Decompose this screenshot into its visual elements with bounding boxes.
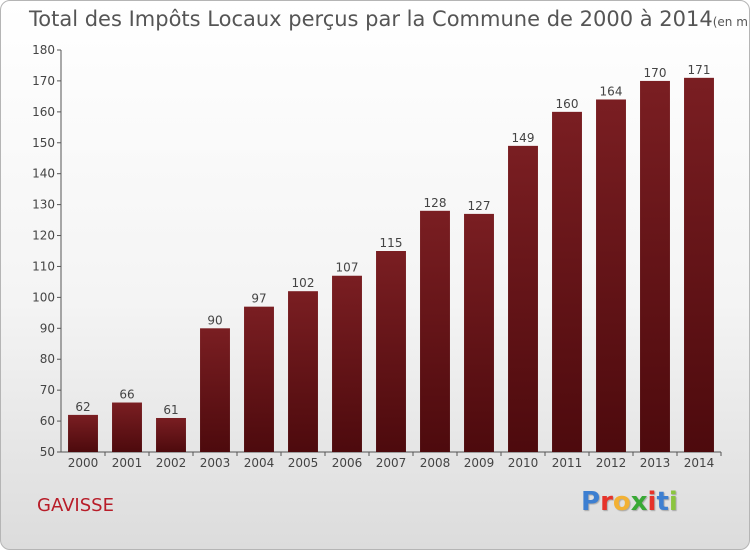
data-label-2013: 170 [644, 66, 667, 80]
x-tick-label: 2007 [376, 456, 407, 470]
data-label-2009: 127 [468, 199, 491, 213]
commune-name: GAVISSE [37, 495, 114, 516]
data-label-2001: 66 [119, 388, 134, 402]
y-tick-label: 70 [40, 383, 55, 397]
data-label-2007: 115 [380, 236, 403, 250]
data-label-2000: 62 [75, 400, 90, 414]
x-tick-label: 2008 [420, 456, 451, 470]
bar-2012 [596, 99, 626, 452]
bar-2004 [244, 306, 274, 452]
bars [68, 77, 714, 452]
y-tick-label: 90 [40, 321, 55, 335]
x-tick-label: 2006 [332, 456, 363, 470]
axes: 50 60 70 80 90 100 110 120 130 140 150 160 170 180 200… [32, 43, 722, 470]
bar-2009 [464, 213, 494, 452]
y-tick-label: 140 [32, 167, 55, 181]
bar-2005 [288, 291, 318, 452]
y-tick-label: 130 [32, 198, 55, 212]
bar-2011 [552, 111, 582, 452]
data-label-2012: 164 [600, 84, 623, 98]
y-tick-label: 60 [40, 414, 55, 428]
y-tick-label: 120 [32, 229, 55, 243]
data-label-2003: 90 [207, 313, 222, 327]
logo-letter: P [581, 487, 601, 517]
bar-2010 [508, 145, 538, 452]
x-tick-label: 2010 [508, 456, 539, 470]
x-tick-label: 2012 [596, 456, 627, 470]
y-tick-label: 170 [32, 74, 55, 88]
logo-letter: r [600, 487, 613, 517]
y-tick-label: 180 [32, 43, 55, 57]
logo-letter: x [630, 487, 648, 517]
x-tick-label: 2014 [684, 456, 715, 470]
bar-2006 [332, 275, 362, 452]
y-tick-label: 160 [32, 105, 55, 119]
data-label-2014: 171 [688, 63, 711, 77]
x-tick-label: 2002 [156, 456, 187, 470]
x-tick-label: 2013 [640, 456, 671, 470]
x-tick-label: 2009 [464, 456, 495, 470]
data-label-2002: 61 [163, 403, 178, 417]
bar-2014 [684, 77, 714, 452]
y-tick-label: 110 [32, 259, 55, 273]
bar-2008 [420, 210, 450, 452]
data-label-2010: 149 [512, 131, 535, 145]
y-tick-label: 150 [32, 136, 55, 150]
data-label-2008: 128 [424, 196, 447, 210]
chart-title: Total des Impôts Locaux perçus par la Co… [29, 7, 750, 31]
bar-2003 [200, 328, 230, 452]
logo-letter: i [668, 487, 678, 517]
bar-2000 [68, 414, 98, 452]
x-tick-label: 2003 [200, 456, 231, 470]
data-label-2011: 160 [556, 97, 579, 111]
x-tick-label: 2004 [244, 456, 275, 470]
bar-2002 [156, 417, 186, 452]
y-tick-label: 100 [32, 290, 55, 304]
data-label-2006: 107 [336, 261, 359, 275]
logo-letter: o [612, 487, 631, 517]
logo-letter: i [647, 487, 657, 517]
bar-2001 [112, 402, 142, 452]
x-tick-label: 2005 [288, 456, 319, 470]
x-tick-label: 2011 [552, 456, 583, 470]
logo-letter: t [656, 487, 669, 517]
chart-title-text: Total des Impôts Locaux perçus par la Co… [29, 7, 713, 31]
y-tick-label: 80 [40, 352, 55, 366]
y-tick-label: 50 [40, 445, 55, 459]
proxiti-logo: Proxiti [581, 487, 678, 517]
data-labels: 62 66 61 90 97 102 107 115 128 127 149 160 164 170 171 [75, 63, 710, 417]
x-tick-label: 2001 [112, 456, 143, 470]
x-tick-label: 2000 [68, 456, 99, 470]
data-label-2004: 97 [251, 292, 266, 306]
bar-2007 [376, 251, 406, 452]
bar-2013 [640, 80, 670, 452]
data-label-2005: 102 [292, 276, 315, 290]
chart-unit: (en milliers d'€) [712, 15, 750, 29]
